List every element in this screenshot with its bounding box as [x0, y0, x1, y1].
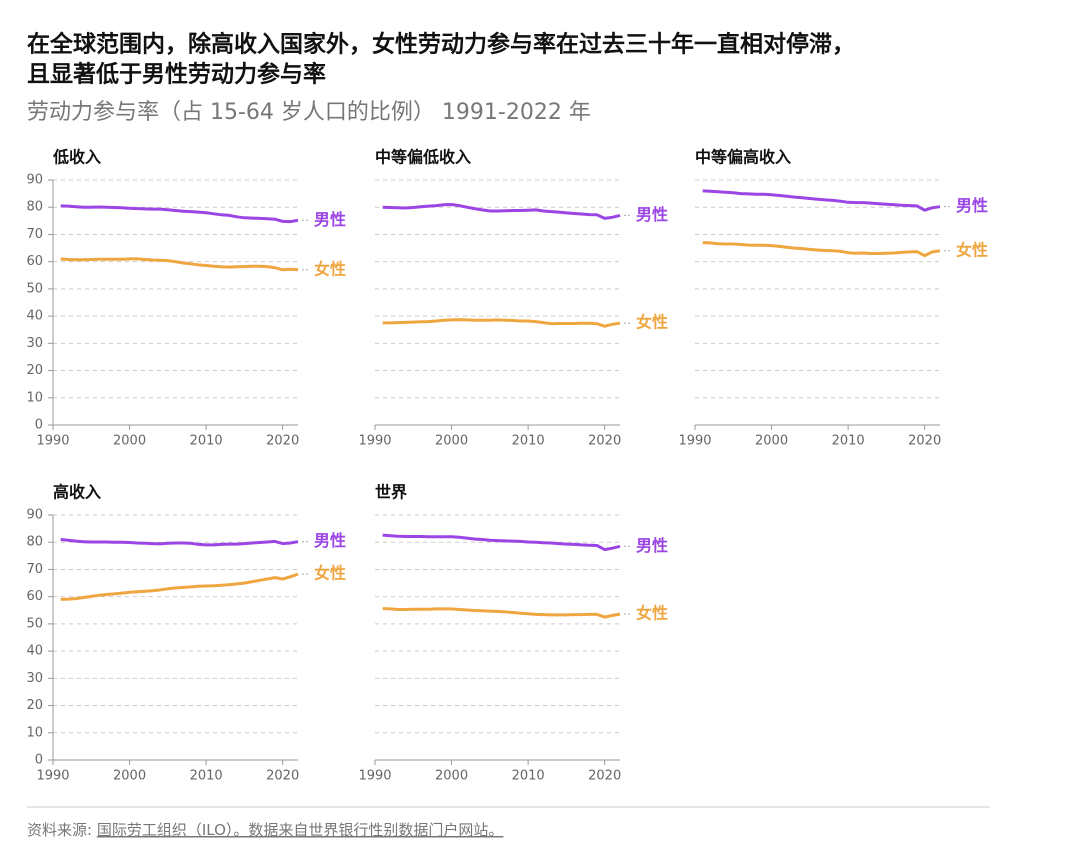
panel-title: 中等偏高收入 — [695, 148, 791, 167]
series-label: 男性 — [314, 531, 346, 550]
x-tick-label: 2000 — [435, 434, 468, 449]
y-tick-label: 70 — [26, 562, 43, 577]
source-link[interactable]: 国际劳工组织（ILO）。数据来自世界银行性别数据门户网站。 — [97, 821, 504, 839]
source-prefix: 资料来源: — [27, 821, 97, 839]
series-line — [702, 189, 941, 212]
y-tick-label: 80 — [26, 200, 43, 215]
y-tick-label: 30 — [26, 671, 43, 686]
x-tick-label: 1990 — [36, 769, 69, 784]
x-tick-label: 2010 — [190, 769, 223, 784]
series-line — [382, 318, 621, 328]
panel-title: 中等偏低收入 — [375, 148, 471, 167]
x-tick-label: 2010 — [512, 434, 545, 449]
series-label: 男性 — [956, 196, 988, 215]
series-label: 男性 — [314, 210, 346, 229]
series-label: 男性 — [636, 205, 668, 224]
series-label: 男性 — [636, 536, 668, 555]
y-tick-label: 50 — [26, 616, 43, 631]
series-line — [60, 572, 299, 601]
y-tick-label: 50 — [26, 281, 43, 296]
series-line — [60, 257, 299, 272]
x-tick-label: 2010 — [190, 434, 223, 449]
y-tick-label: 20 — [26, 363, 43, 378]
subtitle: 劳动力参与率（占 15-64 岁人口的比例） 1991-2022 年 — [27, 100, 591, 125]
y-tick-label: 20 — [26, 698, 43, 713]
panel-title: 高收入 — [53, 483, 101, 502]
x-tick-label: 2000 — [113, 769, 146, 784]
source: 资料来源: 国际劳工组织（ILO）。数据来自世界银行性别数据门户网站。 — [27, 821, 503, 839]
x-tick-label: 2010 — [832, 434, 865, 449]
series-label: 女性 — [636, 313, 668, 332]
series-label: 女性 — [956, 240, 988, 259]
y-tick-label: 30 — [26, 336, 43, 351]
x-tick-label: 1990 — [358, 769, 391, 784]
y-tick-label: 90 — [26, 508, 43, 523]
title: 且显著低于男性劳动力参与率 — [27, 61, 326, 88]
series-line — [382, 203, 621, 220]
panel-title: 世界 — [375, 483, 407, 502]
x-tick-label: 2020 — [908, 434, 941, 449]
panel-title: 低收入 — [52, 148, 101, 167]
y-tick-label: 40 — [26, 644, 43, 659]
series-label: 女性 — [314, 259, 346, 278]
y-tick-label: 0 — [35, 418, 43, 433]
x-tick-label: 2010 — [512, 769, 545, 784]
y-tick-label: 80 — [26, 535, 43, 550]
x-tick-label: 1990 — [36, 434, 69, 449]
x-tick-label: 2000 — [113, 434, 146, 449]
x-tick-label: 2000 — [755, 434, 788, 449]
series-line — [702, 241, 941, 258]
series-line — [382, 607, 621, 619]
series-line — [60, 538, 299, 547]
y-tick-label: 40 — [26, 309, 43, 324]
y-tick-label: 0 — [35, 753, 43, 768]
y-tick-label: 10 — [26, 390, 43, 405]
x-tick-label: 2020 — [588, 769, 621, 784]
x-tick-label: 2000 — [435, 769, 468, 784]
series-label: 女性 — [636, 604, 668, 623]
y-tick-label: 60 — [26, 589, 43, 604]
y-tick-label: 90 — [26, 173, 43, 188]
series-label: 女性 — [314, 564, 346, 583]
y-tick-label: 60 — [26, 254, 43, 269]
series-line — [60, 204, 299, 224]
title: 在全球范围内，除高收入国家外，女性劳动力参与率在过去三十年一直相对停滞， — [27, 31, 855, 58]
x-tick-label: 1990 — [358, 434, 391, 449]
series-line — [382, 533, 621, 552]
x-tick-label: 2020 — [266, 769, 299, 784]
x-tick-label: 1990 — [678, 434, 711, 449]
x-tick-label: 2020 — [266, 434, 299, 449]
y-tick-label: 70 — [26, 227, 43, 242]
x-tick-label: 2020 — [588, 434, 621, 449]
y-tick-label: 10 — [26, 725, 43, 740]
